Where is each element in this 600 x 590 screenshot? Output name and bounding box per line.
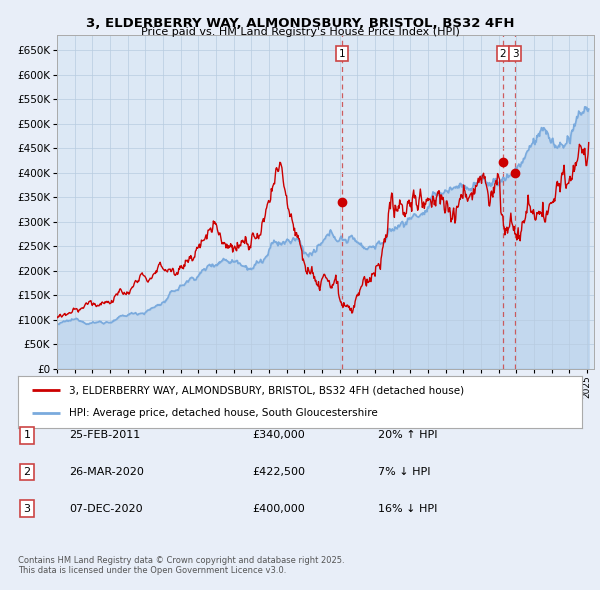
- Text: 1: 1: [339, 49, 346, 59]
- Text: 25-FEB-2011: 25-FEB-2011: [69, 431, 140, 440]
- Text: £400,000: £400,000: [252, 504, 305, 513]
- Text: Contains HM Land Registry data © Crown copyright and database right 2025.
This d: Contains HM Land Registry data © Crown c…: [18, 556, 344, 575]
- Text: 3, ELDERBERRY WAY, ALMONDSBURY, BRISTOL, BS32 4FH: 3, ELDERBERRY WAY, ALMONDSBURY, BRISTOL,…: [86, 17, 514, 30]
- Text: 2: 2: [499, 49, 506, 59]
- Text: 3: 3: [23, 504, 31, 513]
- Text: Price paid vs. HM Land Registry's House Price Index (HPI): Price paid vs. HM Land Registry's House …: [140, 27, 460, 37]
- Text: 7% ↓ HPI: 7% ↓ HPI: [378, 467, 431, 477]
- Text: 3: 3: [512, 49, 518, 59]
- Text: £422,500: £422,500: [252, 467, 305, 477]
- Text: HPI: Average price, detached house, South Gloucestershire: HPI: Average price, detached house, Sout…: [69, 408, 377, 418]
- Text: 16% ↓ HPI: 16% ↓ HPI: [378, 504, 437, 513]
- Text: 07-DEC-2020: 07-DEC-2020: [69, 504, 143, 513]
- Text: 26-MAR-2020: 26-MAR-2020: [69, 467, 144, 477]
- Text: 3, ELDERBERRY WAY, ALMONDSBURY, BRISTOL, BS32 4FH (detached house): 3, ELDERBERRY WAY, ALMONDSBURY, BRISTOL,…: [69, 385, 464, 395]
- Text: 2: 2: [23, 467, 31, 477]
- Text: £340,000: £340,000: [252, 431, 305, 440]
- Text: 20% ↑ HPI: 20% ↑ HPI: [378, 431, 437, 440]
- Text: 1: 1: [23, 431, 31, 440]
